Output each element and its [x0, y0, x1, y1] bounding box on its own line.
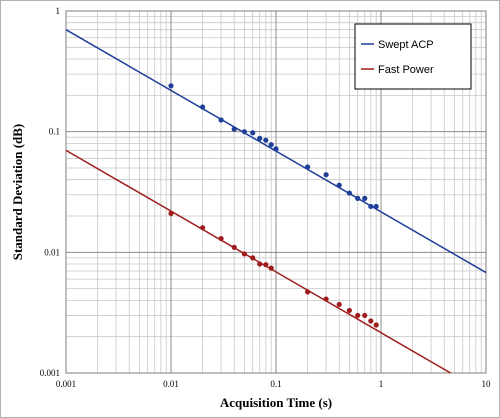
data-point-swept-acp	[168, 83, 174, 89]
y-tick-labels: 1 0.1 0.01 0.001	[40, 6, 60, 378]
x-tick-labels: 0.001 0.01 0.1 1 10	[56, 379, 491, 389]
data-point-fast-power	[323, 296, 329, 302]
x-tick-label: 0.001	[56, 379, 76, 389]
y-axis-title: Standard Deviation (dB)	[10, 124, 25, 261]
trendline-fast-power	[65, 149, 451, 374]
x-tick-label: 0.01	[163, 379, 179, 389]
y-tick-label: 0.001	[40, 368, 60, 378]
data-point-swept-acp	[200, 104, 206, 110]
x-tick-label: 10	[482, 379, 492, 389]
data-point-swept-acp	[346, 190, 352, 196]
data-point-swept-acp	[241, 129, 247, 135]
data-point-swept-acp	[305, 164, 311, 170]
data-point-fast-power	[346, 307, 352, 314]
data-point-fast-power	[200, 225, 206, 231]
data-point-swept-acp	[250, 130, 256, 136]
x-tick-label: 1	[379, 379, 384, 389]
legend: Swept ACP Fast Power	[354, 23, 472, 90]
x-tick-label: 0.1	[270, 379, 281, 389]
data-point-swept-acp	[368, 203, 374, 210]
data-point-fast-power	[336, 301, 342, 308]
data-point-swept-acp	[373, 203, 379, 210]
data-point-fast-power	[362, 312, 368, 319]
legend-label-swept-acp: Swept ACP	[378, 39, 434, 51]
data-point-fast-power	[218, 235, 224, 242]
data-point-fast-power	[368, 318, 374, 324]
data-point-fast-power	[241, 251, 247, 257]
legend-box	[354, 23, 472, 90]
data-point-fast-power	[231, 244, 237, 250]
data-point-swept-acp	[263, 137, 269, 143]
plot-area-border	[65, 10, 487, 374]
y-tick-label: 1	[56, 6, 61, 16]
data-point-fast-power	[250, 255, 256, 261]
data-point-fast-power	[305, 289, 311, 295]
data-point-swept-acp	[257, 135, 263, 141]
data-point-swept-acp	[336, 182, 342, 188]
data-point-swept-acp	[362, 195, 368, 201]
legend-label-fast-power: Fast Power	[378, 64, 434, 76]
data-point-swept-acp	[218, 117, 224, 123]
data-point-fast-power	[263, 262, 269, 268]
data-point-swept-acp	[231, 126, 237, 132]
y-tick-label: 0.1	[49, 127, 60, 137]
data-point-fast-power	[268, 265, 274, 271]
data-point-fast-power	[355, 312, 361, 319]
data-point-swept-acp	[268, 142, 274, 148]
data-point-fast-power	[373, 322, 379, 328]
data-point-swept-acp	[323, 172, 329, 178]
data-point-fast-power	[168, 210, 174, 217]
data-point-fast-power	[257, 261, 263, 267]
series-layer	[65, 29, 487, 374]
data-point-swept-acp	[273, 146, 279, 152]
x-axis-title: Acquisition Time (s)	[220, 395, 332, 410]
data-point-swept-acp	[355, 195, 361, 201]
y-tick-label: 0.01	[44, 247, 60, 257]
